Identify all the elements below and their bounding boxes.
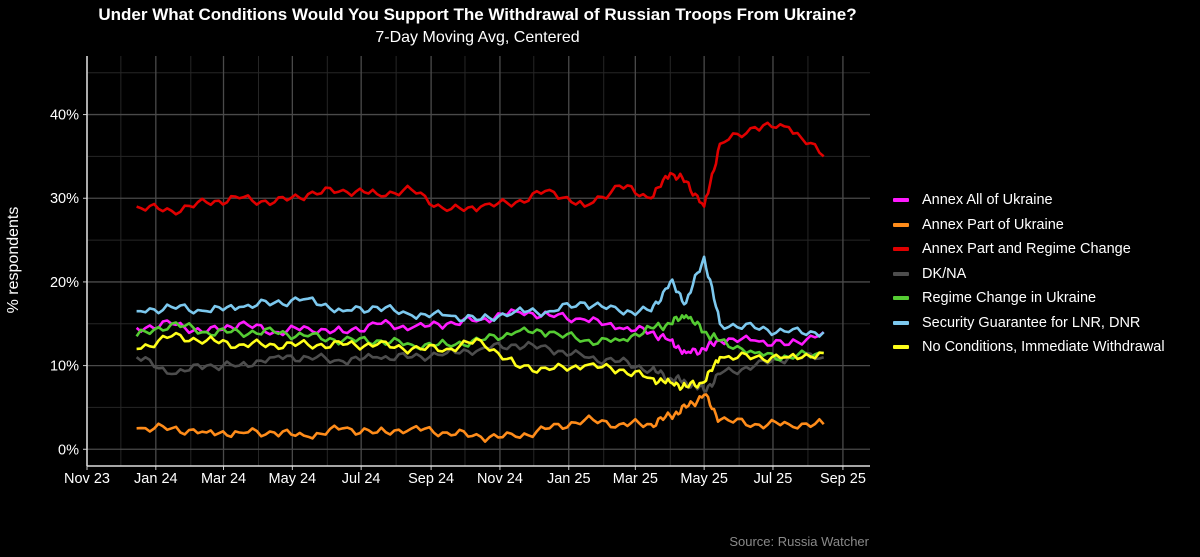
legend-item: Annex All of Ukraine xyxy=(893,188,1165,213)
legend-item: Annex Part of Ukraine xyxy=(893,213,1165,238)
legend-label: Security Guarantee for LNR, DNR xyxy=(922,314,1141,331)
legend-swatch xyxy=(893,271,909,276)
x-tick-label: Jul 25 xyxy=(754,471,793,487)
y-tick-label: 20% xyxy=(50,275,79,291)
plot-panel xyxy=(87,56,870,466)
legend-label: Annex Part of Ukraine xyxy=(922,216,1064,233)
y-axis-label: % respondents xyxy=(5,206,22,314)
x-tick-label: Nov 24 xyxy=(477,471,523,487)
legend-swatch xyxy=(893,345,909,350)
x-tick-label: May 24 xyxy=(269,471,317,487)
legend-swatch xyxy=(893,320,909,325)
legend-swatch xyxy=(893,198,909,203)
y-tick-label: 0% xyxy=(58,442,79,458)
legend-swatch xyxy=(893,247,909,252)
chart-title: Under What Conditions Would You Support … xyxy=(98,5,857,24)
x-tick-label: May 25 xyxy=(680,471,728,487)
legend-item: Security Guarantee for LNR, DNR xyxy=(893,311,1165,336)
legend-label: Annex Part and Regime Change xyxy=(922,241,1131,258)
legend: Annex All of Ukraine Annex Part of Ukrain… xyxy=(893,188,1165,360)
x-tick-label: Sep 24 xyxy=(408,471,454,487)
legend-label: Regime Change in Ukraine xyxy=(922,290,1097,307)
x-tick-label: Jul 24 xyxy=(342,471,381,487)
series-line-no-conditions-immediate-withdrawal xyxy=(136,331,824,391)
x-tick-label: Jan 24 xyxy=(134,471,178,487)
series-line-annex-part-and-regime-change xyxy=(136,121,825,216)
axes: Nov 23 Jan 24 Mar 24 May 24 Jul 24 Sep 24 Nov … xyxy=(50,56,870,487)
legend-label: No Conditions, Immediate Withdrawal xyxy=(922,339,1165,356)
legend-item: Annex Part and Regime Change xyxy=(893,237,1165,262)
x-tick-label: Sep 25 xyxy=(820,471,866,487)
x-tick-label: Mar 25 xyxy=(613,471,658,487)
legend-label: DK/NA xyxy=(922,265,967,282)
legend-swatch xyxy=(893,296,909,301)
series-line-dk-na xyxy=(135,340,825,393)
series-lines xyxy=(135,121,825,443)
y-tick-label: 10% xyxy=(50,359,79,375)
series-line-security-guarantee-for-lnr-dnr xyxy=(136,255,825,338)
y-tick-label: 40% xyxy=(50,108,79,124)
legend-item: DK/NA xyxy=(893,262,1165,287)
x-tick-label: Mar 24 xyxy=(201,471,246,487)
x-tick-label: Jan 25 xyxy=(547,471,591,487)
series-line-annex-part-of-ukraine xyxy=(136,393,825,443)
legend-label: Annex All of Ukraine xyxy=(922,192,1053,209)
chart-subtitle: 7-Day Moving Avg, Centered xyxy=(375,29,580,46)
legend-item: No Conditions, Immediate Withdrawal xyxy=(893,335,1165,360)
y-tick-label: 30% xyxy=(50,191,79,207)
source-caption: Source: Russia Watcher xyxy=(729,534,869,549)
legend-item: Regime Change in Ukraine xyxy=(893,286,1165,311)
series-line-regime-change-in-ukraine xyxy=(135,314,824,362)
legend-swatch xyxy=(893,222,909,227)
x-tick-label: Nov 23 xyxy=(64,471,110,487)
